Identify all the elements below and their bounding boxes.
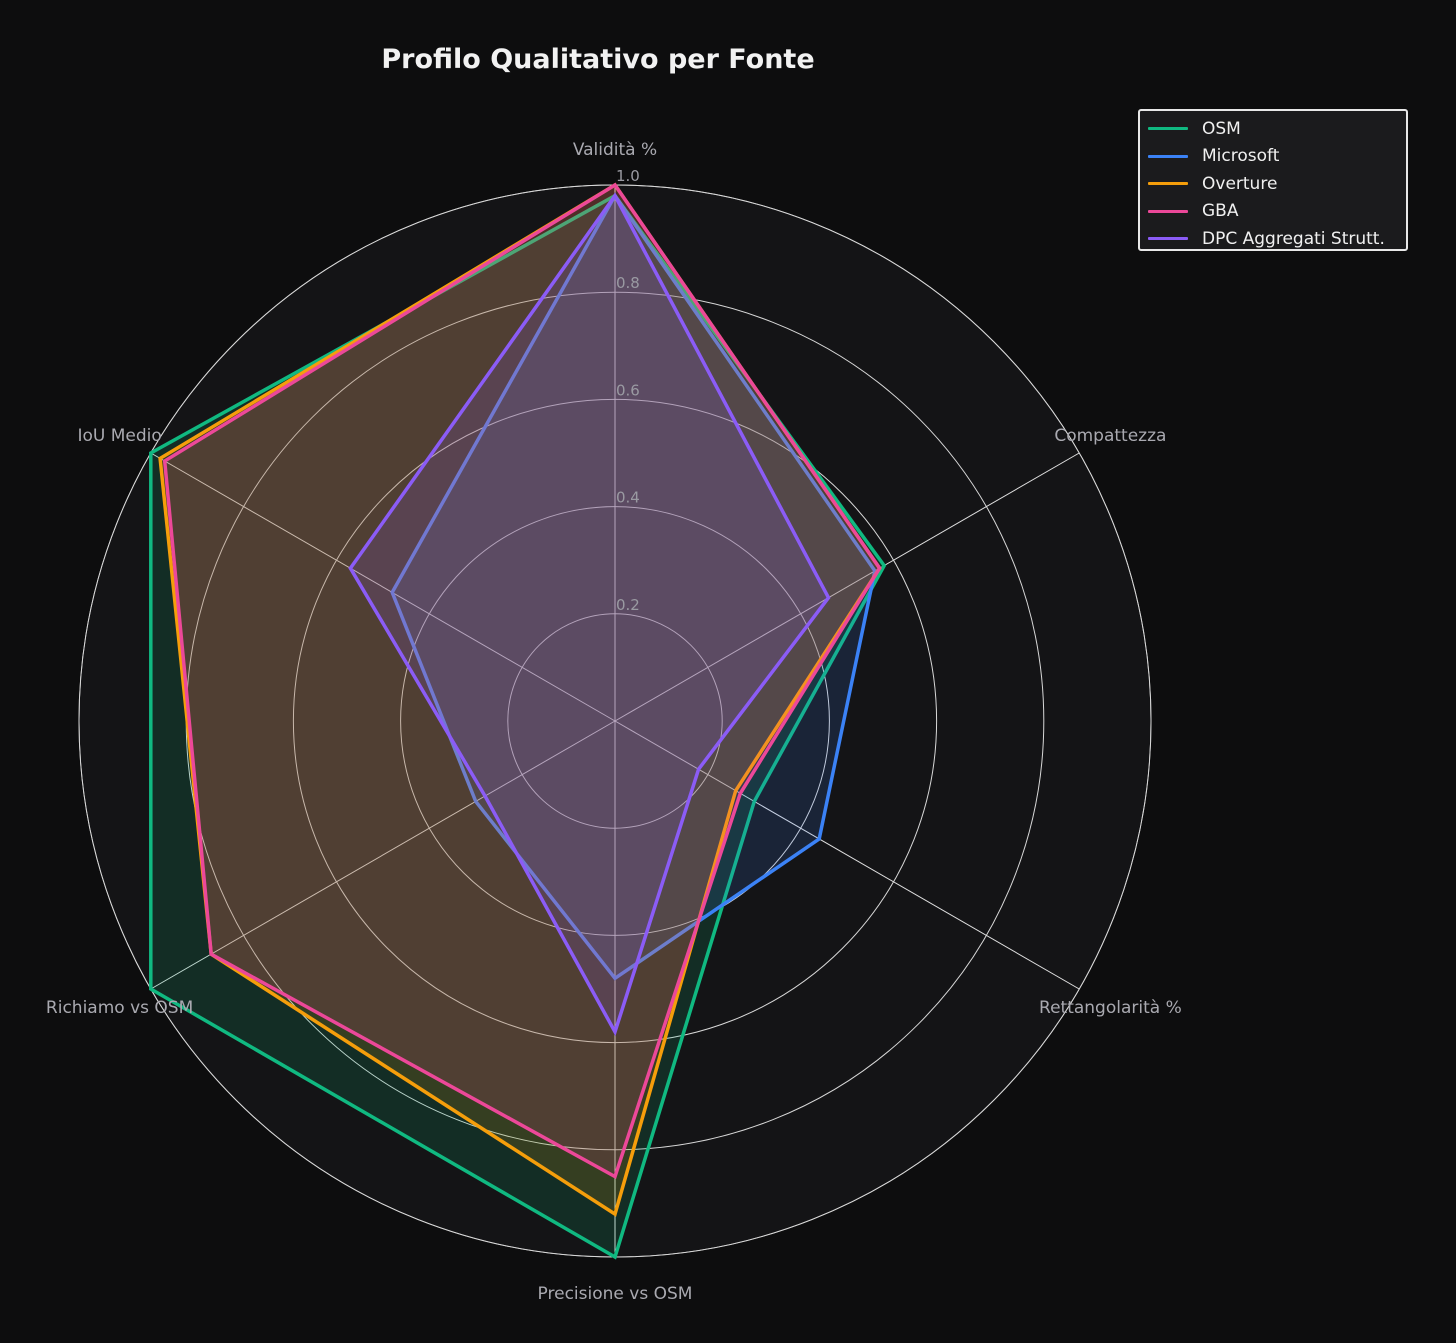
legend-label-4: DPC Aggregati Strutt.	[1202, 228, 1385, 249]
axis-label-0: Validità %	[573, 140, 657, 160]
legend-swatch-0	[1148, 127, 1188, 131]
radial-ticks: 0.2 0.4 0.6 0.8 1.0	[616, 167, 640, 614]
axis-label-5: IoU Medio	[77, 426, 161, 446]
legend-item-2: Overture	[1140, 170, 1406, 198]
axis-label-1: Compattezza	[1054, 426, 1166, 446]
legend-label-3: GBA	[1202, 201, 1239, 222]
legend-label-0: OSM	[1202, 118, 1241, 139]
series-4	[348, 192, 831, 1037]
legend-item-0: OSM	[1140, 115, 1406, 143]
legend-label-2: Overture	[1202, 173, 1278, 194]
legend-swatch-3	[1148, 209, 1188, 213]
spoke-2	[614, 720, 1080, 990]
axis-label-3: Precisione vs OSM	[538, 1284, 693, 1304]
legend-item-3: GBA	[1140, 198, 1406, 226]
axis-label-4: Richiamo vs OSM	[46, 998, 193, 1018]
legend-label-1: Microsoft	[1202, 146, 1280, 167]
tick-label-2: 0.6	[616, 381, 640, 399]
axis-labels: Validità % Compattezza Rettangolarità % Pre…	[46, 140, 1182, 1304]
tick-label-4: 1.0	[616, 167, 640, 185]
tick-label-0: 0.2	[616, 596, 640, 614]
legend-swatch-1	[1148, 154, 1188, 158]
spoke-1	[614, 452, 1080, 722]
series-3	[162, 182, 882, 1180]
tick-label-1: 0.4	[616, 489, 640, 507]
chart-title: Profilo Qualitativo per Fonte	[381, 44, 814, 75]
spoke-5	[150, 452, 616, 722]
legend-swatch-4	[1148, 237, 1188, 241]
legend-item-4: DPC Aggregati Strutt.	[1140, 225, 1406, 253]
legend-swatch-2	[1148, 182, 1188, 186]
axis-label-2: Rettangolarità %	[1039, 998, 1182, 1018]
tick-label-3: 0.8	[616, 274, 640, 292]
series-1	[390, 192, 877, 981]
radar-series	[149, 182, 887, 1260]
series-0	[149, 193, 887, 1260]
legend: OSM Microsoft Overture GBA DPC Aggregati Str…	[1138, 109, 1408, 251]
spoke-4	[150, 720, 616, 990]
legend-item-1: Microsoft	[1140, 143, 1406, 171]
